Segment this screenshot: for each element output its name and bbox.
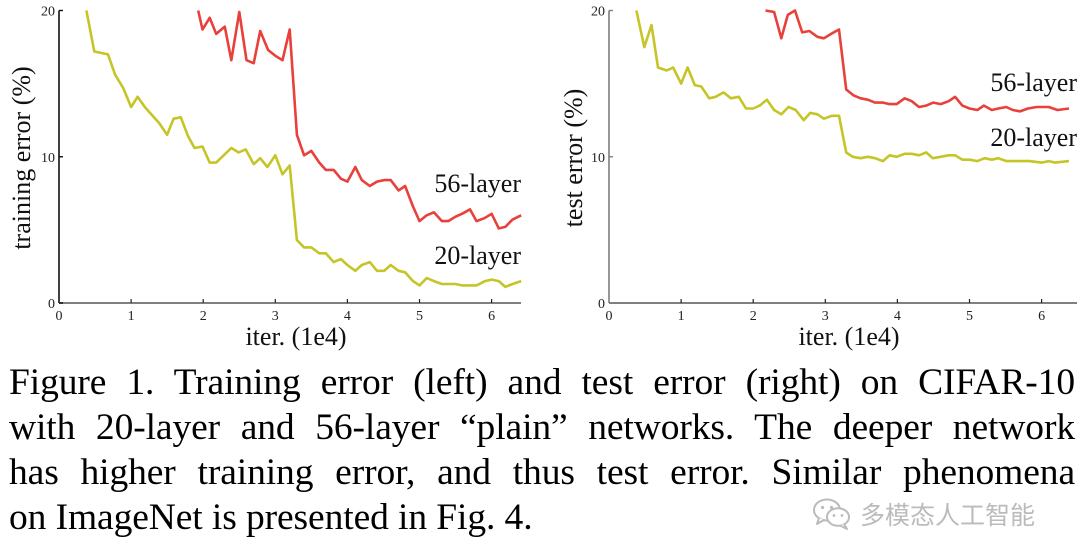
line-56-layer <box>765 9 1070 113</box>
y-axis-label: training error (%) <box>7 66 36 249</box>
y-tick-label: 20 <box>591 5 605 20</box>
x-tick-label: 6 <box>1038 309 1045 324</box>
series-label-20-layer: 20-layer <box>990 123 1077 152</box>
test-error-chart: 0 10 20 0 1 2 3 4 5 6 iter. (1e4) test error (%) 56-… <box>540 0 1080 352</box>
line-20-layer <box>85 10 522 289</box>
wechat-icon <box>812 497 852 531</box>
series-label-56-layer: 56-layer <box>990 68 1077 97</box>
training-error-chart: 0 10 20 0 1 2 3 4 5 6 iter. (1e4) training error (%… <box>0 0 540 352</box>
watermark: 多模态人工智能 <box>812 494 1035 534</box>
series-label-56-layer: 56-layer <box>434 169 521 198</box>
x-axis-label: iter. (1e4) <box>798 322 899 351</box>
x-tick-label: 2 <box>200 309 207 324</box>
y-tick-label: 10 <box>41 151 55 166</box>
y-tick-label: 0 <box>48 297 55 312</box>
line-56-layer <box>196 10 522 230</box>
watermark-text: 多模态人工智能 <box>860 501 1036 530</box>
x-tick-label: 4 <box>344 309 351 324</box>
caption-line-3: has higher training error, and thus test… <box>9 452 1075 493</box>
x-tick-label: 5 <box>966 309 973 324</box>
x-tick-label: 1 <box>678 309 685 324</box>
x-tick-label: 5 <box>416 309 423 324</box>
y-tick-label: 0 <box>598 297 605 312</box>
y-axis-label: test error (%) <box>559 89 588 228</box>
x-tick-label: 6 <box>488 309 495 324</box>
caption-line-1: Figure 1. Training error (left) and test… <box>9 362 1075 403</box>
x-tick-label: 3 <box>272 309 279 324</box>
x-tick-label: 3 <box>822 309 829 324</box>
x-tick-label: 0 <box>56 309 63 324</box>
y-tick-label: 20 <box>41 5 55 20</box>
x-tick-label: 0 <box>606 309 613 324</box>
caption-line-4: on ImageNet is presented in Fig. 4. <box>9 497 533 538</box>
caption-line-2: with 20-layer and 56-layer “plain” netwo… <box>9 407 1075 448</box>
figure-caption: Figure 1. Training error (left) and test… <box>9 360 1075 540</box>
test-error-plot: 0 10 20 0 1 2 3 4 5 6 iter. (1e4) test error (%) 56-… <box>559 5 1077 352</box>
x-tick-label: 2 <box>750 309 757 324</box>
x-axis-label: iter. (1e4) <box>245 322 346 351</box>
y-tick-label: 10 <box>591 151 605 166</box>
training-error-plot: 0 10 20 0 1 2 3 4 5 6 iter. (1e4) training error (%… <box>7 5 522 351</box>
series-label-20-layer: 20-layer <box>434 241 521 270</box>
x-tick-label: 4 <box>894 309 901 324</box>
line-20-layer <box>635 10 1070 164</box>
x-tick-label: 1 <box>128 309 135 324</box>
